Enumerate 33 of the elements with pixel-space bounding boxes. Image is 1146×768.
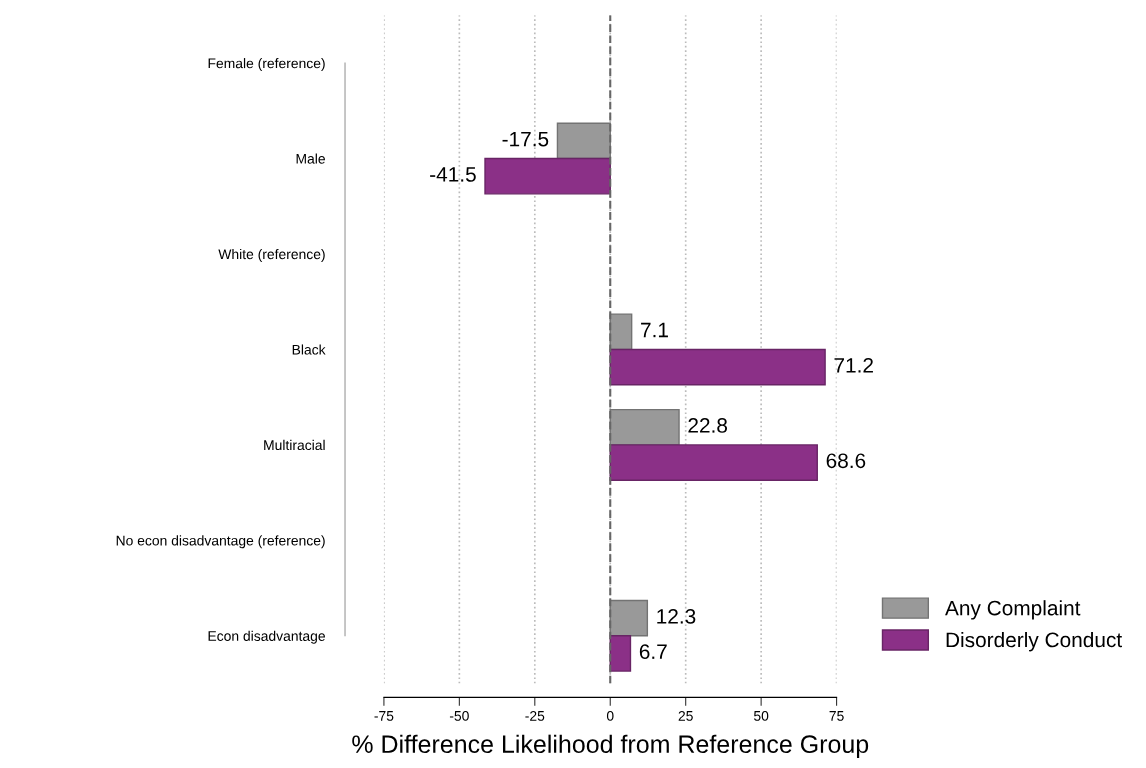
data-label: 12.3 <box>657 608 696 624</box>
legend-label: Disorderly Conduct <box>946 631 1122 652</box>
bar <box>609 408 680 446</box>
x-tick-label: -50 <box>449 710 469 721</box>
legend-label: Any Complaint <box>945 600 1081 620</box>
bar <box>556 122 611 160</box>
y-tick-label: White (reference) <box>218 248 325 262</box>
y-tick-label: Econ disadvantage <box>208 630 325 644</box>
bar <box>484 157 611 195</box>
bar <box>609 348 826 386</box>
y-tick-label: Black <box>292 344 326 355</box>
data-label: 6.7 <box>639 644 667 660</box>
data-label: -17.5 <box>502 131 549 147</box>
bar <box>609 599 649 637</box>
y-tick-label: No econ disadvantage (reference) <box>116 535 325 549</box>
x-tick-label: 50 <box>753 710 769 721</box>
data-label: 68.6 <box>826 453 866 469</box>
data-label: 22.8 <box>688 418 728 433</box>
x-tick-label: 75 <box>829 711 844 721</box>
bar <box>609 444 818 481</box>
y-tick-label: Female (reference) <box>208 58 325 71</box>
bar <box>609 313 633 351</box>
y-tick-label: Male <box>296 153 325 164</box>
x-axis-title: % Difference Likelihood from Reference Group <box>352 734 869 758</box>
data-label: 7.1 <box>641 322 668 338</box>
x-tick-label: 25 <box>678 710 693 721</box>
y-tick-label: Multiracial <box>264 439 325 451</box>
x-tick-label: -25 <box>525 710 545 721</box>
x-tick-label: -75 <box>374 711 394 721</box>
data-label: 71.2 <box>834 357 873 373</box>
bar <box>609 635 632 672</box>
data-label: -41.5 <box>430 167 476 182</box>
x-tick-label: 0 <box>606 710 614 721</box>
